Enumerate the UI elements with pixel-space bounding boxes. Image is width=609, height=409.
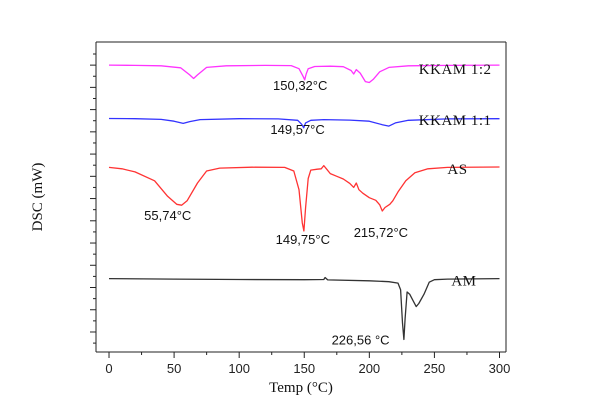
series-line-1 — [108, 117, 500, 129]
series-line-2 — [108, 164, 500, 232]
x-tick-label: 300 — [489, 361, 511, 376]
x-axis-ticks: 0 50 100 150 200 250 300 — [105, 352, 510, 376]
plot-frame — [95, 41, 507, 353]
peak-annotation-5: 226,56 °C — [332, 332, 390, 347]
annotation-layer: KKAM 1:2 KKAM 1:1 AS AM 150,32°C 149,57°C 55,7… — [144, 62, 491, 347]
series-label-3: AM — [451, 273, 476, 289]
series-label-1: KKAM 1:1 — [419, 113, 492, 129]
peak-annotation-0: 150,32°C — [273, 78, 327, 93]
x-tick-label: 200 — [358, 361, 380, 376]
x-tick-label: 100 — [228, 361, 250, 376]
x-tick-label: 50 — [167, 361, 181, 376]
series-label-2: AS — [447, 162, 467, 178]
peak-annotation-4: 149,75°C — [276, 232, 330, 247]
peak-annotation-3: 215,72°C — [354, 225, 408, 240]
peak-annotation-2: 55,74°C — [144, 208, 191, 223]
x-tick-label: 150 — [293, 361, 315, 376]
x-tick-label: 0 — [105, 361, 112, 376]
series-label-0: KKAM 1:2 — [419, 62, 492, 78]
x-axis-title: Temp (°C) — [269, 380, 333, 396]
y-axis-ticks — [90, 53, 96, 344]
y-axis-title: DSC (mW) — [30, 163, 46, 232]
series-line-0 — [108, 64, 500, 84]
x-tick-label: 250 — [424, 361, 446, 376]
series-line-3 — [108, 276, 500, 341]
peak-annotation-1: 149,57°C — [270, 122, 324, 137]
series-layer — [108, 64, 500, 341]
